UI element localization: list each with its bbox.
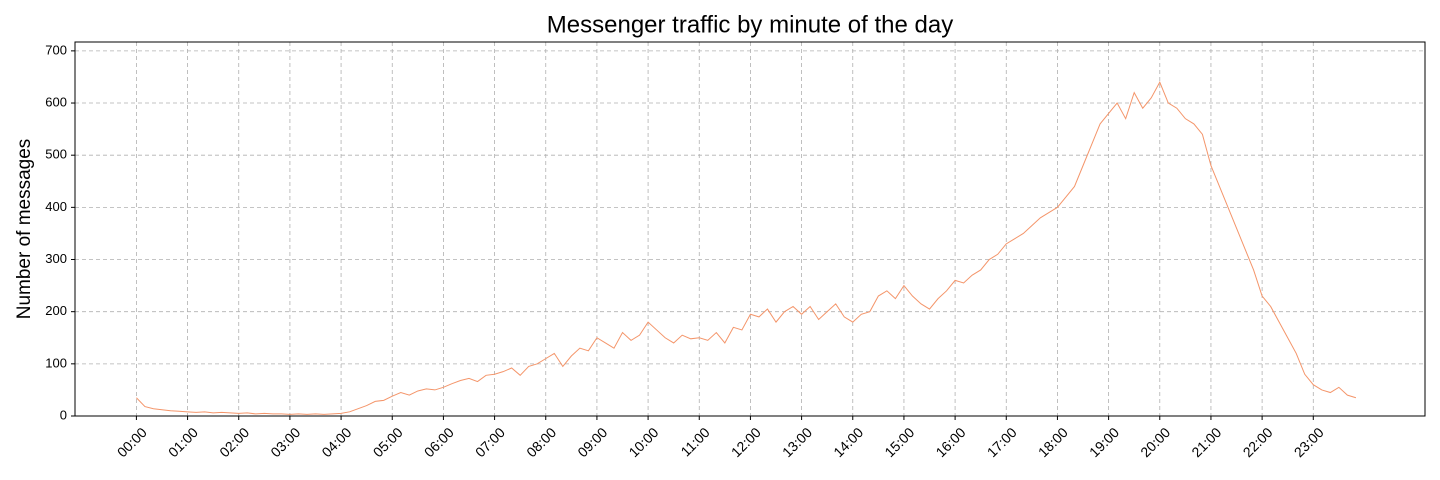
plot-frame xyxy=(74,41,1426,417)
y-axis-label: Number of messages xyxy=(14,139,35,320)
x-tick-label: 18:00 xyxy=(1035,424,1071,460)
x-tick-label: 14:00 xyxy=(830,424,866,460)
y-tick-label: 500 xyxy=(45,147,67,162)
x-tick-label: 12:00 xyxy=(728,424,764,460)
x-tick-label: 23:00 xyxy=(1291,424,1327,460)
x-tick-label: 11:00 xyxy=(677,424,713,460)
y-tick-label: 100 xyxy=(45,355,67,370)
x-tick-label: 09:00 xyxy=(574,424,610,460)
x-tick-label: 00:00 xyxy=(114,424,150,460)
chart-title: Messenger traffic by minute of the day xyxy=(547,11,953,38)
x-tick-label: 01:00 xyxy=(165,424,201,460)
x-tick-label: 17:00 xyxy=(984,424,1020,460)
y-tick-label: 200 xyxy=(45,303,67,318)
x-tick-label: 07:00 xyxy=(472,424,508,460)
y-tick-label: 0 xyxy=(60,407,67,422)
x-tick-label: 10:00 xyxy=(625,424,661,460)
x-tick-label: 04:00 xyxy=(318,424,354,460)
x-tick-label: 15:00 xyxy=(881,424,917,460)
y-tick-label: 600 xyxy=(45,94,67,109)
y-tick-label: 300 xyxy=(45,251,67,266)
x-tick-label: 03:00 xyxy=(267,424,303,460)
x-tick-label: 21:00 xyxy=(1188,424,1224,460)
x-tick-label: 08:00 xyxy=(523,424,559,460)
data-line xyxy=(136,81,1357,415)
x-tick-label: 06:00 xyxy=(421,424,457,460)
x-tick-label: 13:00 xyxy=(779,424,815,460)
x-tick-label: 05:00 xyxy=(370,424,406,460)
x-tick-label: 16:00 xyxy=(932,424,968,460)
x-tick-label: 20:00 xyxy=(1137,424,1173,460)
x-tick-label: 22:00 xyxy=(1239,424,1275,460)
x-tick-label: 19:00 xyxy=(1086,424,1122,460)
x-tick-label: 02:00 xyxy=(216,424,252,460)
y-tick-label: 400 xyxy=(45,199,67,214)
y-tick-label: 700 xyxy=(45,42,67,57)
